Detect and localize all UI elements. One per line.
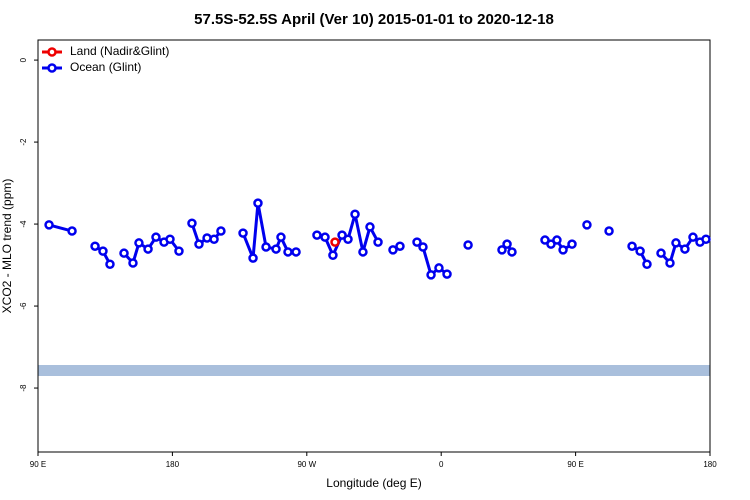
point (194, 239, 204, 249)
point (143, 244, 153, 254)
point (276, 232, 286, 242)
x-tick-label: 0 (439, 460, 444, 469)
point (497, 245, 507, 255)
x-tick-label: 90 E (567, 460, 583, 469)
point (656, 248, 666, 258)
chart-title: 57.5S-52.5S April (Ver 10) 2015-01-01 to… (194, 11, 554, 28)
point (209, 234, 219, 244)
point (248, 253, 258, 263)
point (261, 242, 271, 252)
point (291, 247, 301, 257)
point (312, 230, 322, 240)
x-axis-label: Longitude (deg E) (326, 476, 421, 490)
y-tick-label: -6 (19, 302, 28, 310)
point (283, 247, 293, 257)
point (552, 235, 562, 245)
point (546, 239, 556, 249)
point (507, 247, 517, 257)
point (558, 245, 568, 255)
point (671, 238, 681, 248)
point (418, 242, 428, 252)
point (119, 248, 129, 258)
point (90, 241, 100, 251)
map-strip (38, 365, 710, 376)
point (395, 241, 405, 251)
legend-label: Land (Nadir&Glint) (70, 44, 169, 58)
point (350, 209, 360, 219)
point (665, 258, 675, 268)
point (567, 239, 577, 249)
point (44, 220, 54, 230)
point (388, 245, 398, 255)
point (128, 258, 138, 268)
y-axis-label: XCO2 - MLO trend (ppm) (0, 179, 14, 314)
point (165, 234, 175, 244)
point (358, 247, 368, 257)
point (238, 228, 248, 238)
point (320, 232, 330, 242)
x-tick-label: 180 (166, 460, 180, 469)
legend-marker (47, 47, 57, 57)
point (271, 244, 281, 254)
point (373, 237, 383, 247)
point (502, 239, 512, 249)
point (216, 226, 226, 236)
point (701, 234, 711, 244)
point (463, 240, 473, 250)
legend-marker (47, 63, 57, 73)
point (426, 270, 436, 280)
point (151, 232, 161, 242)
point (442, 269, 452, 279)
point (330, 237, 340, 247)
point (604, 226, 614, 236)
point (328, 250, 338, 260)
point (680, 244, 690, 254)
x-tick-label: 180 (703, 460, 717, 469)
point (582, 220, 592, 230)
y-tick-label: 0 (19, 57, 28, 62)
point (343, 234, 353, 244)
legend-label: Ocean (Glint) (70, 60, 141, 74)
point (642, 259, 652, 269)
x-tick-label: 90 W (297, 460, 316, 469)
point (627, 241, 637, 251)
point (67, 226, 77, 236)
point (635, 246, 645, 256)
plot-frame (37, 39, 711, 453)
y-tick-label: -2 (19, 138, 28, 146)
point (365, 222, 375, 232)
point (337, 230, 347, 240)
x-tick-label: 90 E (30, 460, 46, 469)
point (688, 232, 698, 242)
point (540, 235, 550, 245)
y-tick-label: -8 (19, 384, 28, 392)
point (253, 198, 263, 208)
point (98, 246, 108, 256)
point (187, 218, 197, 228)
point (434, 263, 444, 273)
point (134, 238, 144, 248)
point (412, 237, 422, 247)
point (174, 246, 184, 256)
y-tick-label: -4 (19, 220, 28, 228)
point (105, 259, 115, 269)
